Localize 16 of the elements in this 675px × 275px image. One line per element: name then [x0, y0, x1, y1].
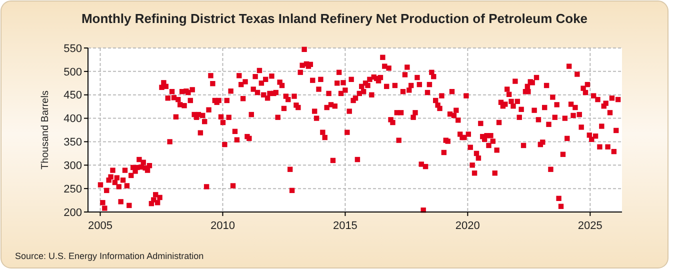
- source-note: Source: U.S. Energy Information Administration: [15, 251, 204, 261]
- x-tick-label: 2020: [455, 220, 480, 232]
- y-tick-label: 450: [64, 90, 82, 102]
- y-tick-label: 400: [64, 113, 82, 126]
- y-tick-label: 550: [64, 42, 82, 55]
- y-tick-label: 200: [64, 206, 82, 219]
- y-tick-label: 500: [64, 66, 82, 78]
- x-tick-label: 2025: [578, 220, 602, 232]
- y-tick-label: 300: [64, 160, 82, 172]
- chart-title: Monthly Refining District Texas Inland Refinery Net Production of Petroleum Coke: [81, 11, 588, 26]
- x-tick-label: 2010: [210, 220, 235, 232]
- x-tick-label: 2015: [332, 220, 358, 232]
- y-axis-title: Thousand Barrels: [40, 90, 51, 170]
- y-tick-label: 250: [64, 183, 82, 196]
- x-tick-label: 2005: [88, 220, 112, 232]
- y-tick-label: 350: [64, 136, 82, 149]
